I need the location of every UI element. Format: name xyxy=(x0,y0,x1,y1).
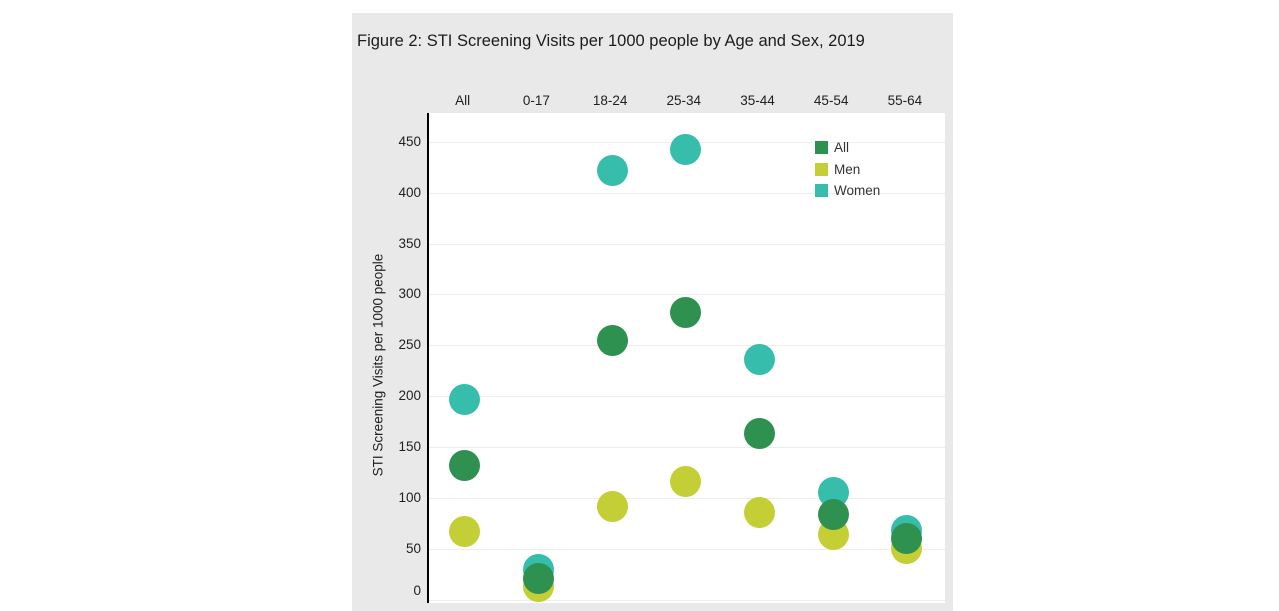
data-point-all-45-54[interactable] xyxy=(817,498,849,530)
plot-area xyxy=(427,113,945,603)
gridline xyxy=(429,447,945,449)
y-tick-label: 450 xyxy=(398,133,421,149)
x-category-label: 18-24 xyxy=(592,93,628,108)
x-category-label: 35-44 xyxy=(740,93,775,108)
y-tick-label: 400 xyxy=(398,184,421,200)
y-tick-label: 100 xyxy=(398,490,421,506)
x-category-label: All xyxy=(455,93,471,108)
gridline xyxy=(429,549,945,551)
data-point-men-18-24[interactable] xyxy=(596,490,628,522)
data-point-women-all[interactable] xyxy=(449,383,481,415)
legend-swatch-icon xyxy=(815,141,828,155)
y-tick-label: 150 xyxy=(398,439,421,455)
data-point-all-55-64[interactable] xyxy=(891,523,923,555)
data-point-women-18-24[interactable] xyxy=(596,154,628,186)
y-tick-label: 200 xyxy=(398,388,421,404)
data-point-all-all[interactable] xyxy=(449,450,481,482)
y-tick-label: 0 xyxy=(413,583,421,598)
gridline xyxy=(429,192,945,194)
y-tick-label: 250 xyxy=(398,337,421,353)
x-category-label: 25-34 xyxy=(666,93,702,108)
x-category-label: 55-64 xyxy=(887,93,923,108)
data-point-all-25-34[interactable] xyxy=(670,297,702,329)
legend-label: Men xyxy=(834,161,861,177)
gridline xyxy=(429,600,945,601)
legend-item-all[interactable]: All xyxy=(815,137,880,159)
y-tick-label: 50 xyxy=(405,541,421,557)
legend-item-women[interactable]: Women xyxy=(815,180,880,202)
data-point-men-35-44[interactable] xyxy=(744,496,775,528)
legend-swatch-icon xyxy=(815,162,828,176)
legend-swatch-icon xyxy=(815,184,828,198)
legend: All Men Women xyxy=(815,137,880,202)
gridline xyxy=(429,396,945,398)
legend-label: All xyxy=(834,140,850,156)
legend-item-men[interactable]: Men xyxy=(815,159,880,181)
gridline xyxy=(429,243,945,245)
data-point-women-25-34[interactable] xyxy=(670,134,702,166)
y-tick-label: 350 xyxy=(398,235,421,251)
x-category-label: 45-54 xyxy=(813,93,849,108)
legend-label: Women xyxy=(834,183,881,199)
data-point-all-18-24[interactable] xyxy=(596,324,628,356)
y-tick-label: 300 xyxy=(398,286,421,302)
gridline xyxy=(429,498,945,500)
data-point-men-25-34[interactable] xyxy=(670,466,702,498)
data-point-all-0-17[interactable] xyxy=(522,563,554,595)
gridline xyxy=(429,294,945,296)
data-point-women-35-44[interactable] xyxy=(744,344,775,376)
data-point-all-35-44[interactable] xyxy=(744,418,775,450)
chart-title: Figure 2: STI Screening Visits per 1000 … xyxy=(357,32,865,50)
x-category-label: 0-17 xyxy=(522,93,550,108)
gridline xyxy=(429,345,945,347)
data-point-men-all[interactable] xyxy=(449,516,481,548)
